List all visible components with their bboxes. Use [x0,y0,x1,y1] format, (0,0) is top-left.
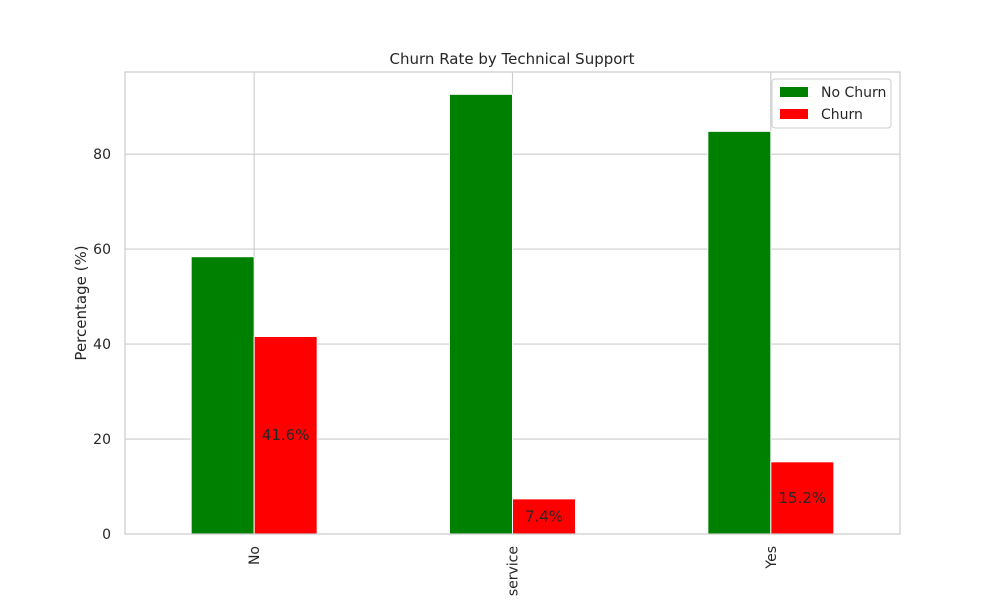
y-axis-label: Percentage (%) [72,245,90,360]
y-tick-label: 20 [93,432,111,448]
bar-no-churn [190,256,255,535]
bar-churn [253,335,318,535]
tick-labels: 0 20 40 60 80 No service Yes [93,147,780,596]
bars [190,93,835,535]
legend-label: Churn [821,107,863,123]
legend-swatch [780,109,808,119]
x-tick-label: No [247,546,263,565]
y-tick-label: 60 [93,242,111,258]
x-tick-label: Yes [764,546,780,570]
bar-no-churn [707,130,772,535]
bar-data-label: 15.2% [779,489,827,507]
bar-data-label: 41.6% [262,426,310,444]
legend-label: No Churn [821,85,886,101]
plot-frame [124,71,901,535]
chart-title: Churn Rate by Technical Support [390,50,635,68]
bar-no-churn [449,93,513,535]
y-tick-label: 80 [93,147,111,163]
legend: No Churn Churn [771,78,892,129]
legend-swatch [780,87,808,97]
x-tick-label: service [506,546,522,596]
data-labels: 41.6% 7.4% 15.2% [262,426,826,525]
y-tick-label: 0 [102,527,111,543]
bar-churn [770,461,835,535]
bar-data-label: 7.4% [525,507,563,525]
y-tick-label: 40 [93,337,111,353]
